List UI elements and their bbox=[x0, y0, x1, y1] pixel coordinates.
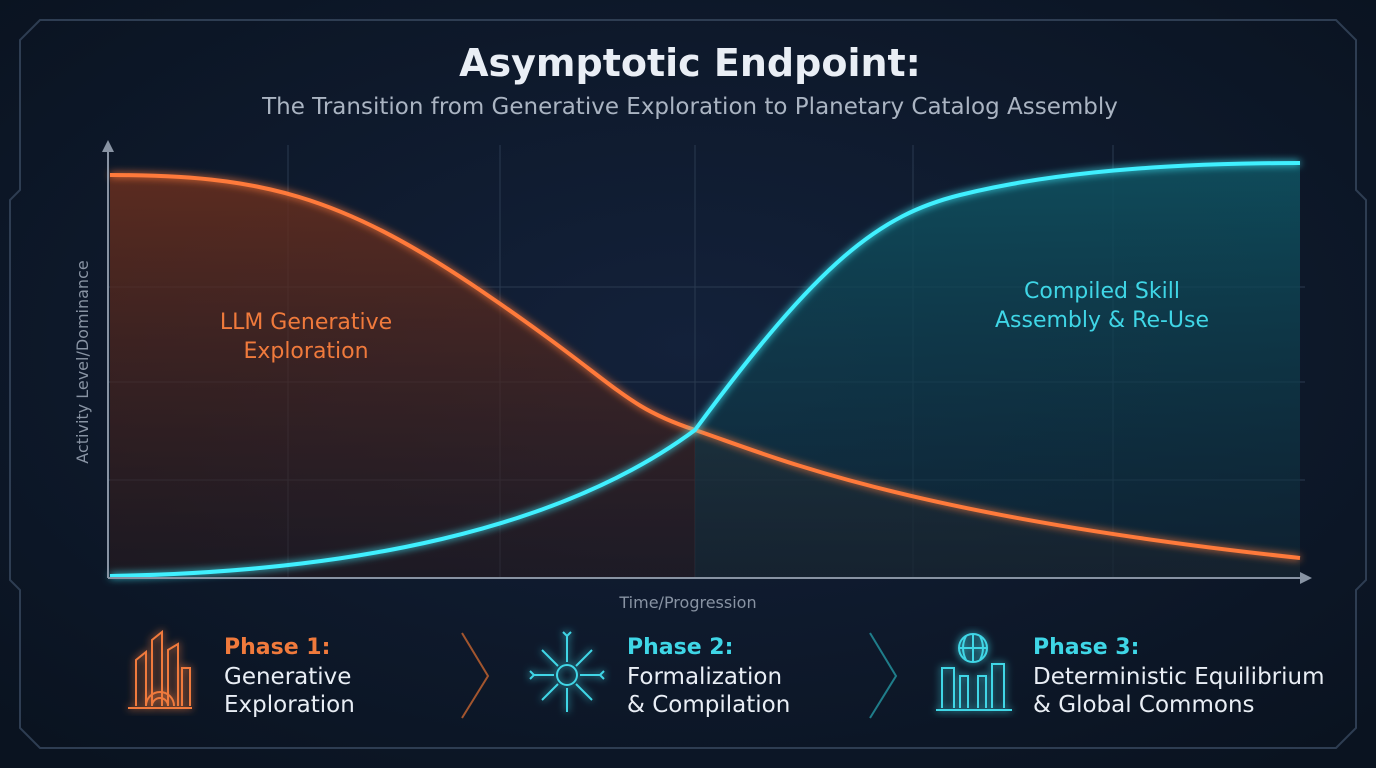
phase-text: & Global Commons bbox=[1033, 692, 1255, 718]
cyan-curve bbox=[109, 161, 1301, 578]
x-axis-label: Time/Progression bbox=[618, 593, 756, 612]
area-label: Compiled Skill bbox=[1024, 279, 1180, 304]
phase-text: Generative bbox=[224, 664, 351, 690]
phase-text: Formalization bbox=[627, 664, 782, 690]
subtitle: The Transition from Generative Explorati… bbox=[261, 94, 1118, 120]
area-label: LLM Generative bbox=[220, 310, 392, 335]
phase-title: Phase 2: bbox=[627, 635, 733, 660]
y-axis-label: Activity Level/Dominance bbox=[73, 260, 92, 463]
area-label: Assembly & Re-Use bbox=[995, 308, 1209, 333]
chevron bbox=[869, 632, 898, 719]
phase-text: Exploration bbox=[224, 692, 355, 718]
phase-2-icon bbox=[529, 631, 605, 712]
title: Asymptotic Endpoint: bbox=[459, 41, 921, 85]
axes bbox=[102, 140, 1312, 584]
frame bbox=[9, 19, 1367, 749]
phase-1-icon bbox=[128, 629, 192, 709]
phase-3-icon bbox=[936, 633, 1012, 711]
phase-text: & Compilation bbox=[627, 692, 790, 718]
chevron bbox=[461, 632, 490, 719]
cyan-area bbox=[695, 163, 1300, 578]
phase-title: Phase 3: bbox=[1033, 635, 1139, 660]
orange-area bbox=[110, 175, 1300, 578]
phase-text: Deterministic Equilibrium bbox=[1033, 664, 1325, 690]
phase-title: Phase 1: bbox=[224, 635, 330, 660]
area-label: Exploration bbox=[243, 339, 368, 364]
orange-curve bbox=[109, 173, 1301, 560]
